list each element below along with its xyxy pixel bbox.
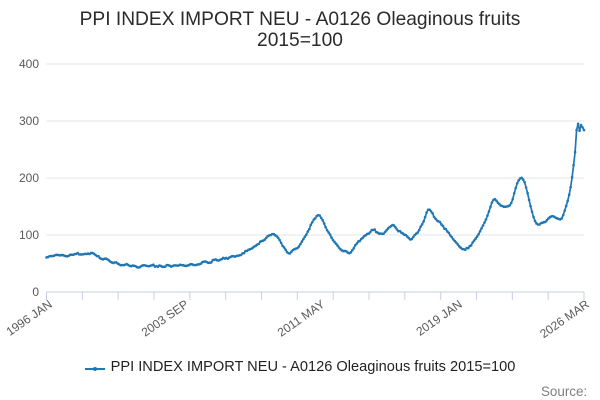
svg-text:100: 100 [19,228,39,242]
svg-text:200: 200 [19,171,39,185]
svg-text:400: 400 [19,57,39,71]
svg-text:0: 0 [32,285,39,299]
svg-text:300: 300 [19,114,39,128]
